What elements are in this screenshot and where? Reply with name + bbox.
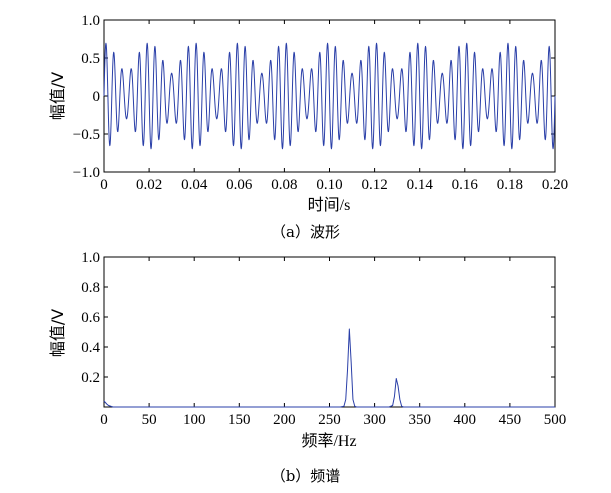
waveform-series-line [103, 42, 556, 150]
waveform-x-tick-label: 0.08 [271, 177, 297, 193]
spectrum-x-tick-label: 400 [454, 412, 477, 428]
spectrum-x-tick-label: 300 [363, 412, 386, 428]
waveform-y-axis-label: 幅值/V [48, 72, 67, 120]
spectrum-x-tick-label: 0 [100, 412, 108, 428]
spectrum-chart: 频率/Hz 幅值/V 0 50 100 150 200 250 300 350 400 450 50… [48, 250, 566, 450]
spectrum-x-tick-label: 450 [499, 412, 522, 428]
waveform-x-tick-label: 0.04 [181, 177, 208, 193]
waveform-caption: （a）波形 [271, 223, 340, 241]
spectrum-x-tick-label: 500 [544, 412, 567, 428]
spectrum-y-tick-label: 0.2 [81, 370, 100, 386]
waveform-x-tick-label: 0.18 [497, 177, 523, 193]
spectrum-y-tick-label: 0.4 [81, 340, 100, 356]
waveform-x-tick-label: 0.16 [452, 177, 479, 193]
waveform-x-tick-label: 0.02 [136, 177, 162, 193]
waveform-x-tick-label: 0.12 [361, 177, 387, 193]
spectrum-caption: （b）频谱 [270, 467, 341, 485]
spectrum-x-tick-label: 350 [408, 412, 431, 428]
spectrum-x-tick-label: 250 [318, 412, 341, 428]
waveform-x-tick-label: 0.14 [407, 177, 434, 193]
spectrum-series-line [103, 328, 555, 408]
spectrum-y-tick-label: 0.6 [81, 310, 100, 326]
waveform-y-tick-label: 0.5 [81, 51, 100, 67]
waveform-y-tick-label: 1.0 [81, 13, 100, 29]
waveform-y-tick-label: 0 [93, 89, 101, 105]
waveform-x-tick-label: 0.20 [542, 177, 568, 193]
spectrum-x-axis-label: 频率/Hz [301, 432, 356, 450]
waveform-x-tick-label: 0 [100, 177, 108, 193]
spectrum-x-tick-label: 200 [273, 412, 296, 428]
spectrum-x-tick-label: 150 [228, 412, 251, 428]
waveform-chart: 时间/s 幅值/V 0 0.02 0.04 0.06 0.08 0.10 0.12 0.14 0… [48, 13, 568, 214]
spectrum-y-axis-label: 幅值/V [48, 309, 67, 357]
waveform-y-tick-label: −1.0 [73, 165, 100, 181]
spectrum-y-tick-label: 1.0 [81, 250, 100, 266]
spectrum-x-tick-label: 50 [142, 412, 157, 428]
spectrum-y-tick-label: 0.8 [81, 280, 100, 296]
waveform-x-tick-label: 0.06 [226, 177, 253, 193]
waveform-x-tick-label: 0.10 [316, 177, 342, 193]
spectrum-plot-frame [103, 256, 556, 408]
spectrum-x-tick-label: 100 [183, 412, 206, 428]
waveform-x-axis-label: 时间/s [308, 196, 351, 214]
waveform-y-tick-label: −0.5 [73, 127, 100, 143]
